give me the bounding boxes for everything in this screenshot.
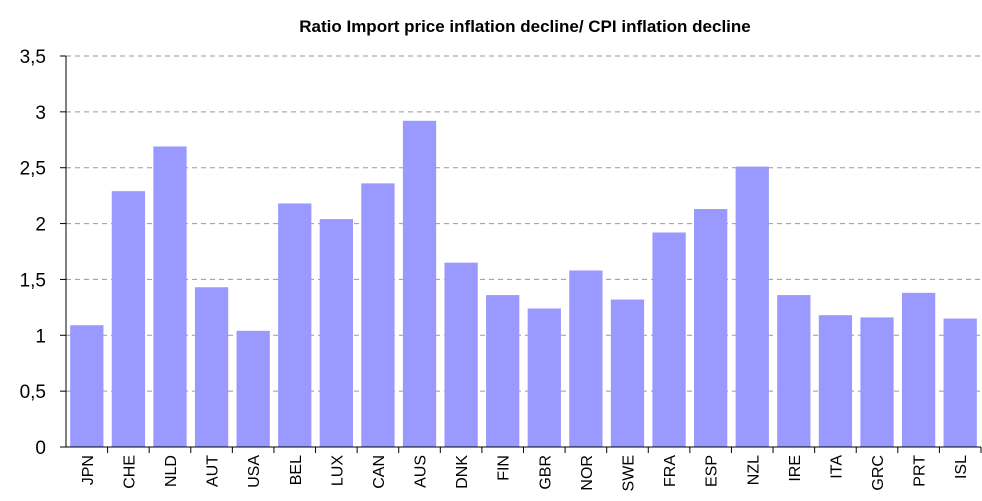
bar — [652, 232, 686, 447]
bar — [569, 270, 603, 447]
y-tick-label: 0,5 — [20, 382, 46, 403]
x-tick-label: JPN — [80, 455, 97, 485]
bar — [860, 317, 894, 447]
x-tick-label: CAN — [371, 455, 388, 489]
x-tick-label: CHE — [121, 455, 138, 489]
bar — [278, 203, 312, 447]
bar — [402, 120, 437, 448]
x-tick-label: AUS — [413, 455, 430, 488]
x-tick-label: NZL — [745, 455, 762, 485]
bar — [901, 292, 936, 447]
x-tick-label: SWE — [620, 455, 637, 491]
x-tick-label: AUT — [205, 455, 222, 487]
y-tick-label: 0 — [35, 438, 46, 459]
y-tick-label: 3,5 — [20, 47, 46, 68]
bar — [361, 183, 395, 447]
x-tick-label: FIN — [496, 455, 513, 481]
x-tick-label: GBR — [537, 455, 554, 490]
bar — [111, 191, 146, 447]
bar — [70, 325, 104, 447]
y-tick-label: 2,5 — [20, 159, 46, 180]
y-tick-label: 2 — [35, 215, 46, 236]
x-tick-label: NLD — [163, 455, 180, 487]
bar — [735, 166, 769, 447]
bar — [153, 146, 187, 447]
bar — [236, 330, 270, 447]
bar — [444, 262, 478, 447]
bar — [943, 318, 977, 447]
bar — [486, 295, 520, 447]
y-tick-label: 1,5 — [20, 270, 46, 291]
bar — [319, 219, 353, 447]
x-tick-label: ESP — [704, 455, 721, 487]
x-tick-label: PRT — [912, 455, 929, 487]
x-tick-label: LUX — [329, 455, 346, 486]
bar — [777, 295, 811, 447]
x-tick-label: ITA — [828, 455, 845, 479]
chart-title: Ratio Import price inflation decline/ CP… — [299, 17, 751, 36]
x-tick-label: ISL — [953, 455, 970, 479]
y-tick-label: 3 — [35, 103, 46, 124]
bar — [610, 299, 645, 447]
x-tick-label: GRC — [870, 455, 887, 491]
x-tick-label: FRA — [662, 455, 679, 487]
bar — [694, 209, 728, 447]
x-tick-label: NOR — [579, 455, 596, 491]
bar — [818, 315, 853, 447]
x-tick-label: USA — [246, 455, 263, 488]
x-tick-label: IRE — [787, 455, 804, 482]
bar — [194, 287, 229, 447]
y-tick-label: 1 — [35, 326, 46, 347]
x-tick-label: BEL — [288, 455, 305, 485]
x-tick-label: DNK — [454, 455, 471, 489]
bar — [527, 308, 561, 447]
